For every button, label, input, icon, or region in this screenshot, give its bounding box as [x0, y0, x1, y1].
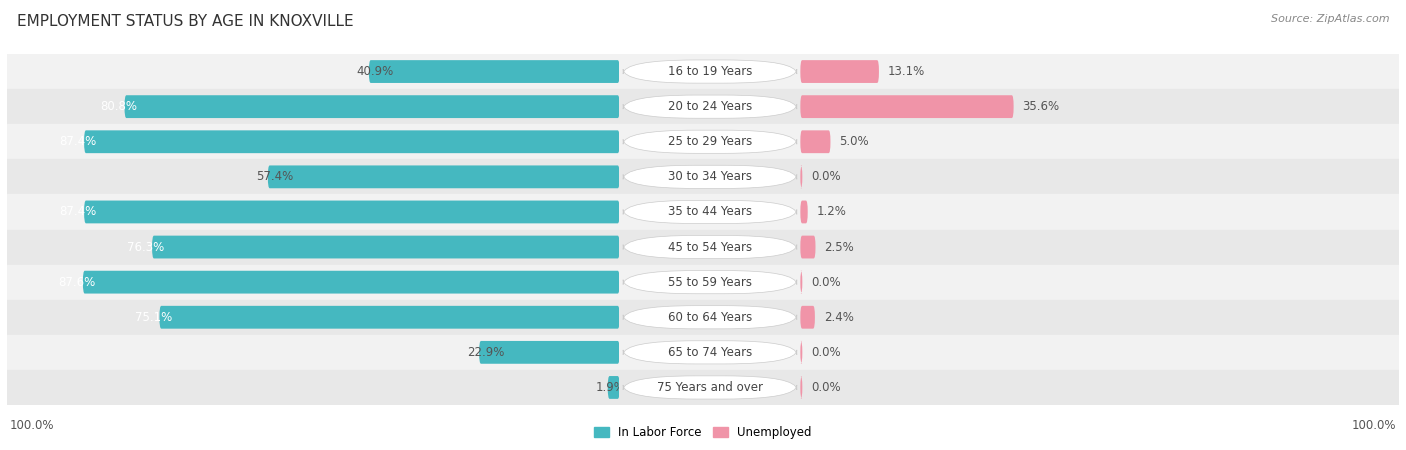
Bar [800, 159, 1399, 194]
Text: 57.4%: 57.4% [256, 171, 292, 183]
Text: 2.5%: 2.5% [824, 241, 853, 253]
Text: 0.0%: 0.0% [811, 381, 841, 394]
FancyBboxPatch shape [152, 236, 620, 258]
FancyBboxPatch shape [623, 130, 797, 153]
Text: 1.2%: 1.2% [817, 206, 846, 218]
FancyBboxPatch shape [800, 130, 831, 153]
Bar [620, 54, 800, 89]
Legend: In Labor Force, Unemployed: In Labor Force, Unemployed [589, 422, 817, 444]
FancyBboxPatch shape [623, 270, 797, 294]
Bar [7, 124, 620, 159]
Text: 60 to 64 Years: 60 to 64 Years [668, 311, 752, 324]
FancyBboxPatch shape [479, 341, 620, 364]
FancyBboxPatch shape [84, 201, 620, 223]
Bar [620, 159, 800, 194]
Bar [7, 230, 620, 265]
FancyBboxPatch shape [83, 271, 620, 293]
Text: 87.4%: 87.4% [59, 135, 97, 148]
Bar [620, 265, 800, 300]
Text: 80.8%: 80.8% [100, 100, 136, 113]
Text: 20 to 24 Years: 20 to 24 Years [668, 100, 752, 113]
Bar [620, 230, 800, 265]
Text: 100.0%: 100.0% [10, 419, 55, 432]
Bar [800, 230, 1399, 265]
FancyBboxPatch shape [800, 60, 879, 83]
Text: 2.4%: 2.4% [824, 311, 853, 324]
Text: 76.3%: 76.3% [127, 241, 165, 253]
Text: 0.0%: 0.0% [811, 346, 841, 359]
Text: 30 to 34 Years: 30 to 34 Years [668, 171, 752, 183]
Text: 75 Years and over: 75 Years and over [657, 381, 763, 394]
Bar [7, 265, 620, 300]
Bar [7, 159, 620, 194]
Bar [7, 335, 620, 370]
FancyBboxPatch shape [269, 166, 620, 188]
FancyBboxPatch shape [125, 95, 620, 118]
Text: 1.9%: 1.9% [596, 381, 626, 394]
Text: 45 to 54 Years: 45 to 54 Years [668, 241, 752, 253]
FancyBboxPatch shape [368, 60, 620, 83]
Bar [7, 370, 620, 405]
Bar [800, 124, 1399, 159]
Bar [620, 124, 800, 159]
FancyBboxPatch shape [623, 376, 797, 399]
Text: 87.4%: 87.4% [59, 206, 97, 218]
Bar [800, 335, 1399, 370]
Text: 65 to 74 Years: 65 to 74 Years [668, 346, 752, 359]
Text: 16 to 19 Years: 16 to 19 Years [668, 65, 752, 78]
FancyBboxPatch shape [623, 306, 797, 329]
Text: 35.6%: 35.6% [1022, 100, 1060, 113]
Bar [800, 300, 1399, 335]
Bar [620, 335, 800, 370]
Text: 35 to 44 Years: 35 to 44 Years [668, 206, 752, 218]
Bar [7, 54, 620, 89]
Bar [800, 265, 1399, 300]
FancyBboxPatch shape [623, 165, 797, 189]
FancyBboxPatch shape [607, 376, 620, 399]
Bar [800, 194, 1399, 230]
FancyBboxPatch shape [159, 306, 620, 328]
Bar [800, 370, 1399, 405]
FancyBboxPatch shape [800, 166, 803, 188]
FancyBboxPatch shape [800, 271, 803, 293]
Text: 0.0%: 0.0% [811, 171, 841, 183]
FancyBboxPatch shape [800, 341, 803, 364]
Bar [620, 194, 800, 230]
FancyBboxPatch shape [800, 95, 1014, 118]
Text: 25 to 29 Years: 25 to 29 Years [668, 135, 752, 148]
Text: 75.1%: 75.1% [135, 311, 172, 324]
Text: 40.9%: 40.9% [357, 65, 394, 78]
Text: 87.6%: 87.6% [58, 276, 96, 288]
FancyBboxPatch shape [623, 235, 797, 259]
Text: EMPLOYMENT STATUS BY AGE IN KNOXVILLE: EMPLOYMENT STATUS BY AGE IN KNOXVILLE [17, 14, 353, 28]
FancyBboxPatch shape [623, 200, 797, 224]
FancyBboxPatch shape [623, 341, 797, 364]
Text: 5.0%: 5.0% [839, 135, 869, 148]
Text: 13.1%: 13.1% [887, 65, 925, 78]
Bar [7, 194, 620, 230]
Text: Source: ZipAtlas.com: Source: ZipAtlas.com [1271, 14, 1389, 23]
Bar [620, 89, 800, 124]
Text: 100.0%: 100.0% [1351, 419, 1396, 432]
Bar [800, 54, 1399, 89]
FancyBboxPatch shape [800, 376, 803, 399]
FancyBboxPatch shape [800, 236, 815, 258]
FancyBboxPatch shape [84, 130, 620, 153]
Text: 55 to 59 Years: 55 to 59 Years [668, 276, 752, 288]
Text: 22.9%: 22.9% [467, 346, 505, 359]
Bar [800, 89, 1399, 124]
Bar [620, 300, 800, 335]
FancyBboxPatch shape [623, 60, 797, 83]
FancyBboxPatch shape [623, 95, 797, 118]
Text: 0.0%: 0.0% [811, 276, 841, 288]
Bar [620, 370, 800, 405]
FancyBboxPatch shape [800, 201, 807, 223]
Bar [7, 89, 620, 124]
FancyBboxPatch shape [800, 306, 815, 328]
Bar [7, 300, 620, 335]
